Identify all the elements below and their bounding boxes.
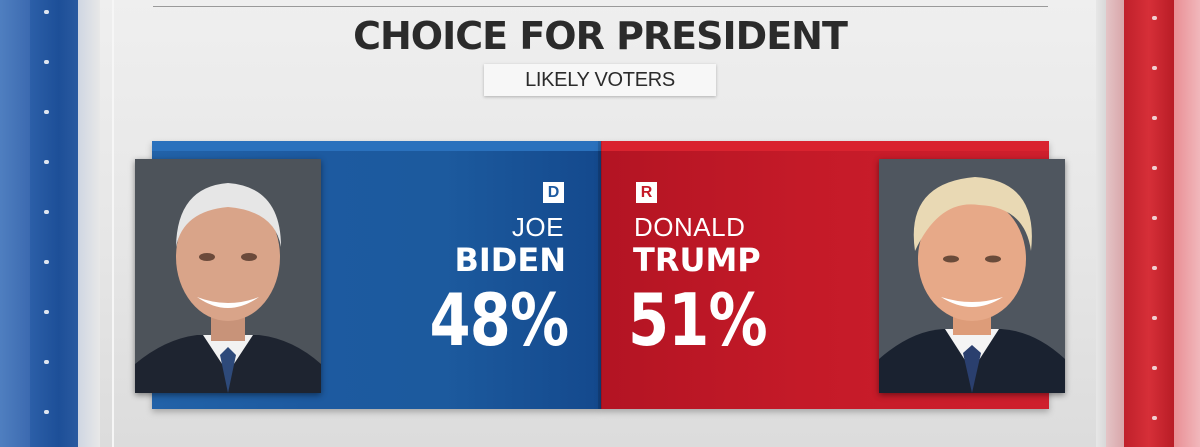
left-blue-stripe-outer xyxy=(0,0,30,447)
rivet xyxy=(1152,116,1157,120)
rivet xyxy=(44,10,49,14)
left-white-stripe xyxy=(78,0,100,447)
republican-party-badge: R xyxy=(636,182,657,203)
right-red-stripe-outer xyxy=(1174,0,1200,447)
rivet xyxy=(44,210,49,214)
chart-subtitle: LIKELY VOTERS xyxy=(484,64,716,96)
rivet xyxy=(1152,66,1157,70)
democrat-panel-top-edge xyxy=(152,141,601,151)
trump-portrait xyxy=(879,159,1065,393)
right-pink-stripe xyxy=(1106,0,1124,447)
biden-percent-label: 48% xyxy=(429,278,569,362)
biden-last-name: BIDEN xyxy=(454,241,567,279)
biden-portrait-image xyxy=(135,159,321,393)
rivet xyxy=(44,110,49,114)
rivet xyxy=(1152,216,1157,220)
left-highlight-line xyxy=(112,0,114,447)
rivet xyxy=(44,160,49,164)
trump-percent-label: 51% xyxy=(628,278,768,362)
rivet xyxy=(44,60,49,64)
rivet xyxy=(44,410,49,414)
rivet xyxy=(44,260,49,264)
rivet xyxy=(1152,416,1157,420)
republican-panel-top-edge xyxy=(601,141,1049,151)
rivet xyxy=(1152,16,1157,20)
top-rule xyxy=(153,6,1048,7)
democrat-party-badge: D xyxy=(543,182,564,203)
biden-first-name: JOE xyxy=(511,212,564,242)
right-red-stripe xyxy=(1124,0,1174,447)
trump-last-name: TRUMP xyxy=(633,241,761,279)
rivet xyxy=(1152,316,1157,320)
trump-portrait-image xyxy=(879,159,1065,393)
biden-portrait xyxy=(135,159,321,393)
rivet xyxy=(1152,266,1157,270)
rivet xyxy=(44,360,49,364)
chart-title: CHOICE FOR PRESIDENT xyxy=(353,14,848,58)
right-white-stripe xyxy=(1096,0,1106,447)
rivet xyxy=(1152,366,1157,370)
panel-divider xyxy=(598,141,602,409)
left-blue-stripe xyxy=(30,0,78,447)
rivet xyxy=(44,310,49,314)
trump-first-name: DONALD xyxy=(634,212,746,242)
rivet xyxy=(1152,166,1157,170)
